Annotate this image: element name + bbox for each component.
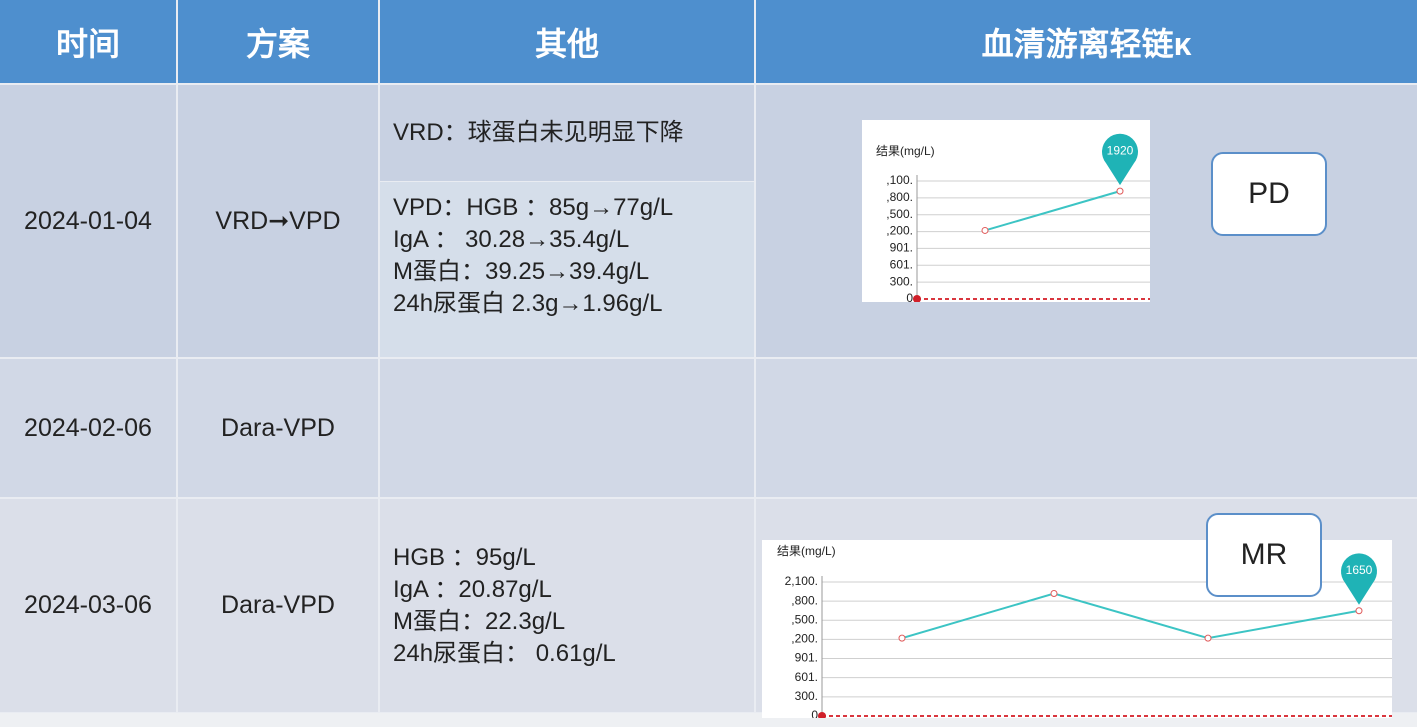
y-tick-label: ,200. <box>886 224 913 238</box>
date-cell: 2024-01-04 <box>0 85 176 357</box>
y-tick-label: ,800. <box>791 593 818 607</box>
other-line: 24h尿蛋白： 0.61g/L <box>393 639 616 667</box>
y-tick-label: 601. <box>795 670 818 684</box>
y-tick-label: 0 <box>811 708 818 718</box>
y-tick-label: ,500. <box>791 612 818 626</box>
line-chart: 结果(mg/L) ,100. ,800. ,500. ,200. 901. 601. 300.… <box>862 120 1150 302</box>
other-cell: VRD：球蛋白未见明显下降 <box>380 85 754 181</box>
y-tick-label: 901. <box>890 241 913 255</box>
origin-dot <box>818 712 826 718</box>
point <box>898 634 906 642</box>
line <box>901 592 1360 640</box>
y-tick-label: 2,100. <box>785 574 818 588</box>
other-line: IgA ：20.87g/L <box>393 575 552 603</box>
y-tick-label: 601. <box>890 257 913 271</box>
header-cell: 血清游离轻链κ <box>756 0 1417 83</box>
other-cell: VPD：HGB ：85g→77g/L IgA ： 30.28→35.4g/L M蛋白… <box>380 182 754 357</box>
date-cell: 2024-02-06 <box>0 359 176 497</box>
point <box>981 226 989 234</box>
header-cell: 其他 <box>380 0 754 83</box>
y-tick-label: ,500. <box>886 207 913 221</box>
plan-cell: Dara-VPD <box>178 499 378 712</box>
point <box>1204 634 1212 642</box>
other-line: M蛋白：39.25→39.4g/L <box>393 258 650 285</box>
callout-label: 1920 <box>1107 143 1134 157</box>
other-line: 24h尿蛋白 2.3g→1.96g/L <box>393 290 663 317</box>
callout <box>1341 553 1377 605</box>
y-tick-label: 901. <box>795 651 818 665</box>
result-cell <box>756 359 1417 497</box>
point <box>1050 589 1058 597</box>
plan-cell: Dara-VPD <box>178 359 378 497</box>
other-cell: HGB ：95g/L IgA ：20.87g/L M蛋白：22.3g/L 24h尿蛋白… <box>380 499 754 712</box>
y-tick-label: 300. <box>890 274 913 288</box>
status-box: MR <box>1206 513 1322 597</box>
y-tick-label: 300. <box>795 689 818 703</box>
y-axis-label: 结果(mg/L) <box>777 544 836 558</box>
y-tick-label: ,100. <box>886 173 913 187</box>
y-tick-label: ,200. <box>791 632 818 646</box>
plan-cell: VRD➞VPD <box>178 85 378 357</box>
other-line: IgA ： 30.28→35.4g/L <box>393 226 630 253</box>
other-line: HGB ：95g/L <box>393 543 536 571</box>
callout <box>1102 133 1138 186</box>
date-cell: 2024-03-06 <box>0 499 176 712</box>
other-cell <box>380 359 754 497</box>
callout-label: 1650 <box>1346 563 1373 577</box>
other-line: VRD：球蛋白未见明显下降 <box>393 119 684 146</box>
point <box>1355 607 1363 615</box>
y-axis-label: 结果(mg/L) <box>876 144 935 158</box>
point <box>1116 187 1124 195</box>
line <box>984 190 1121 232</box>
header-cell: 时间 <box>0 0 176 83</box>
y-tick-label: ,800. <box>886 190 913 204</box>
origin-dot <box>913 295 921 302</box>
y-tick-label: 0 <box>906 291 913 302</box>
header-cell: 方案 <box>178 0 378 83</box>
status-box: PD <box>1211 152 1327 236</box>
other-line: VPD：HGB ：85g→77g/L <box>393 194 674 221</box>
other-line: M蛋白：22.3g/L <box>393 607 566 635</box>
